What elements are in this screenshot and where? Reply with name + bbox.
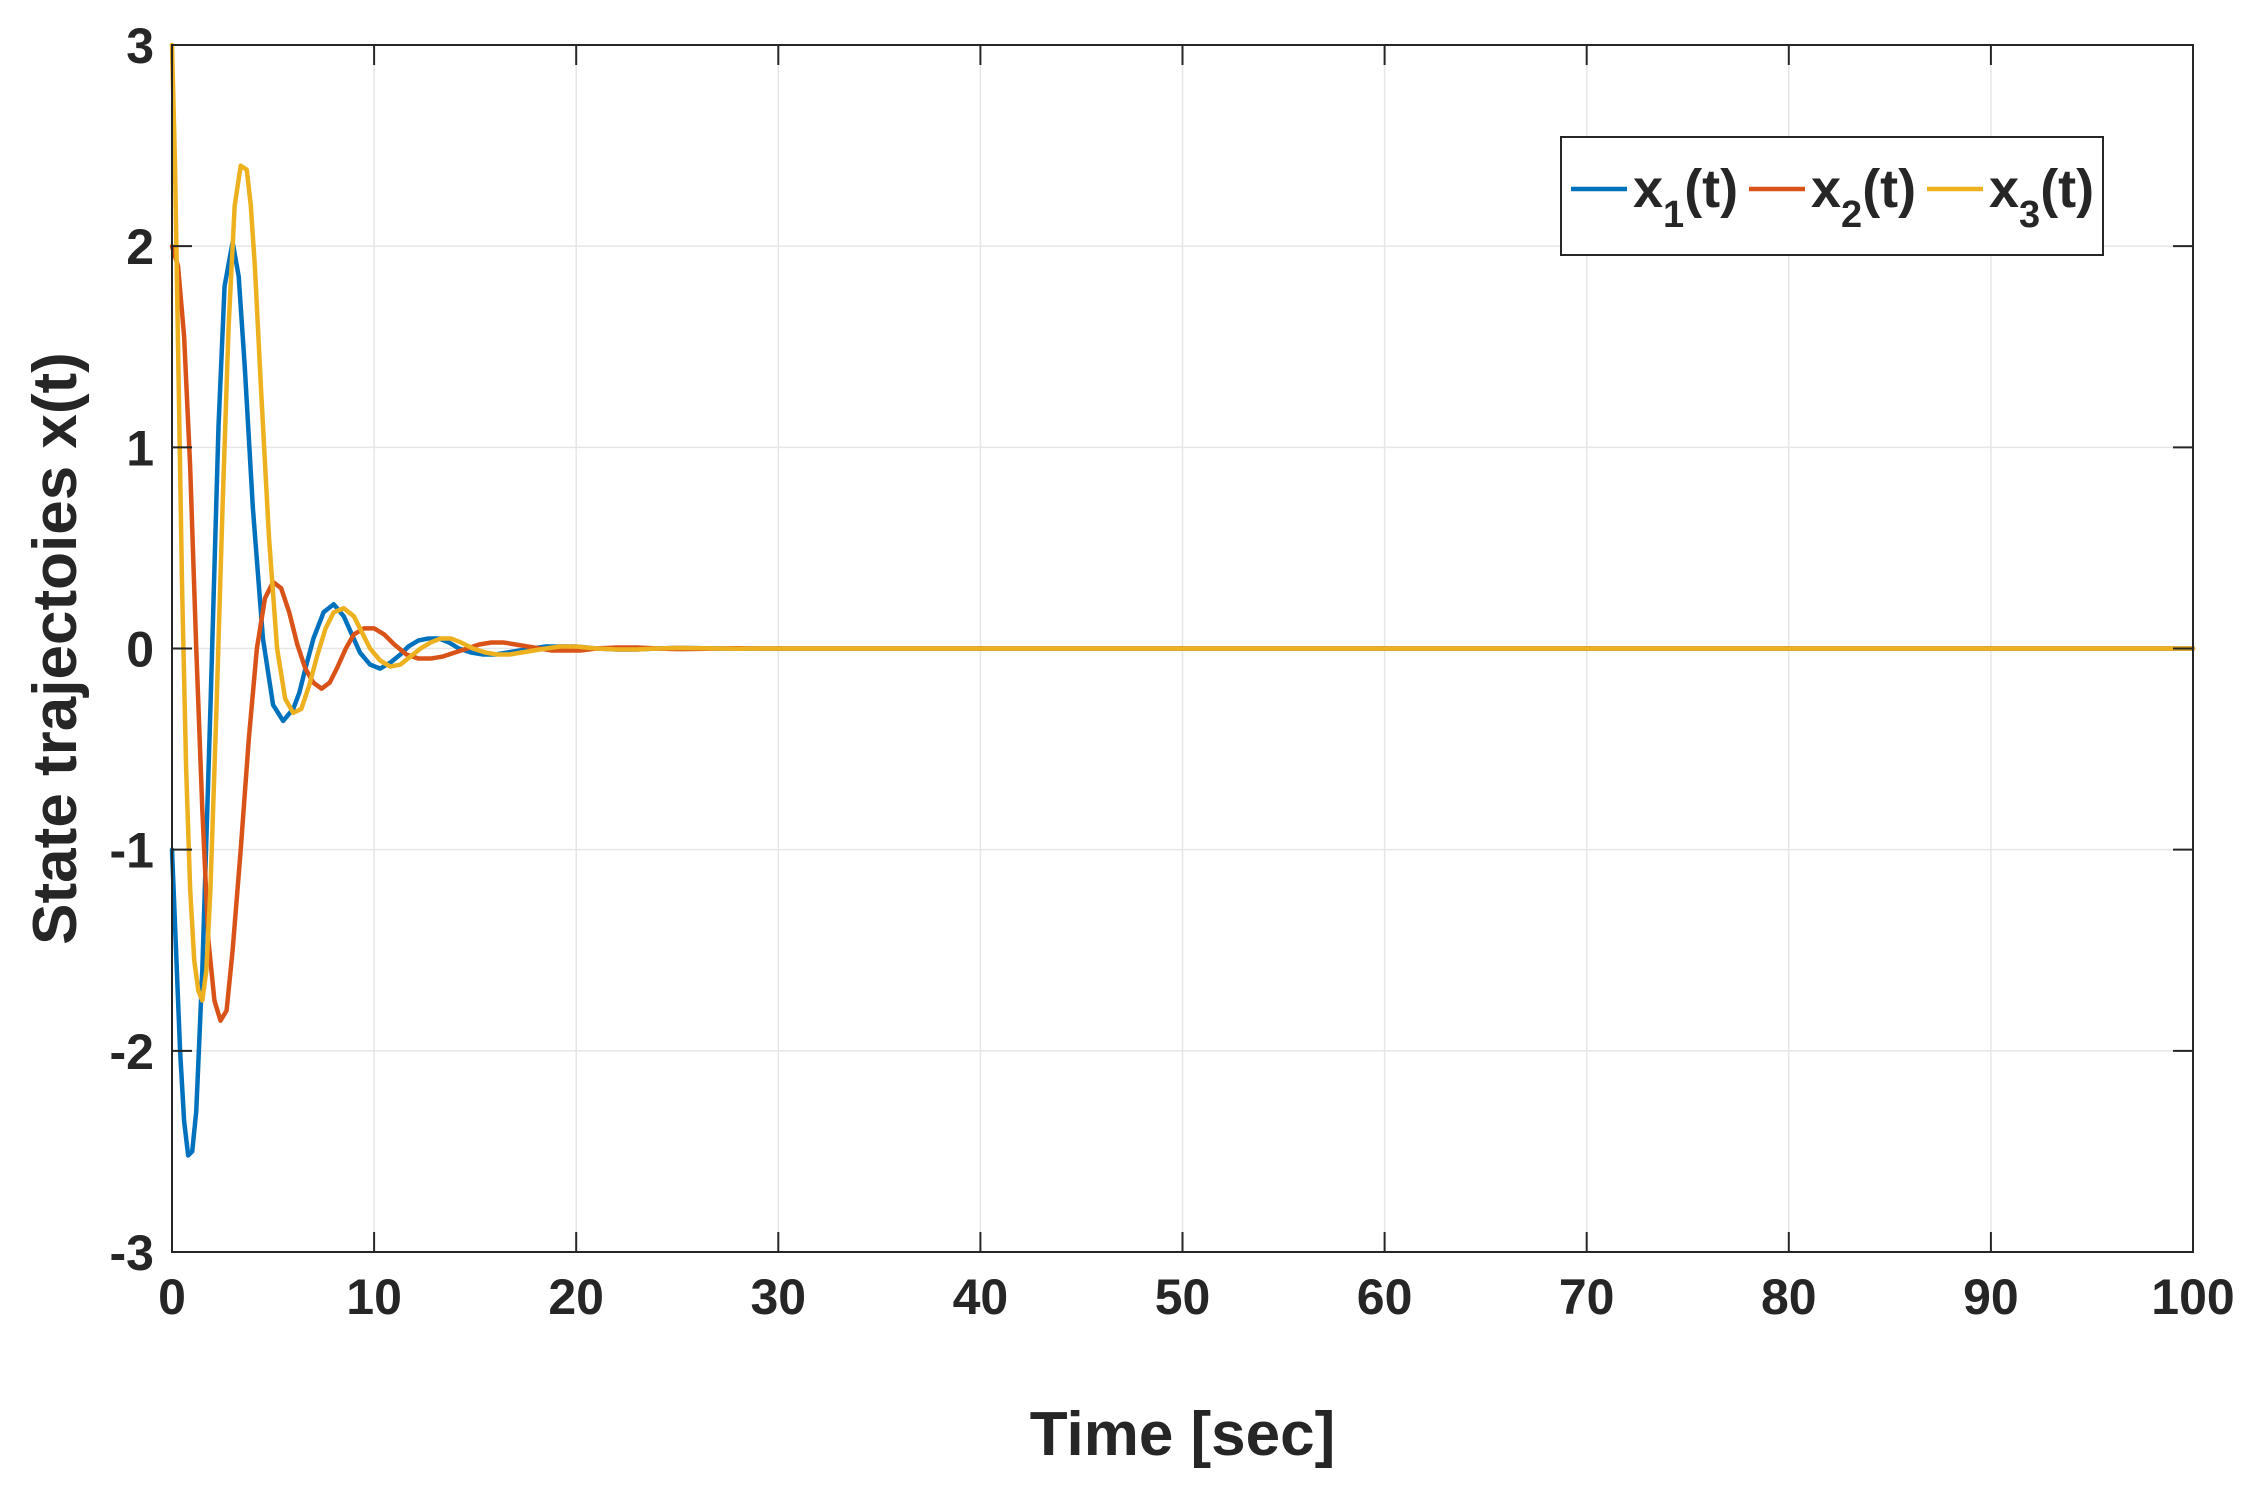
y-tick-label: 2 <box>126 219 154 275</box>
x-tick-label: 30 <box>750 1269 806 1325</box>
legend-label-main: x <box>1811 159 1841 219</box>
legend-label-tail: (t) <box>1862 159 1916 219</box>
legend-label-main: x <box>1633 159 1663 219</box>
x-tick-label: 90 <box>1963 1269 2019 1325</box>
x-tick-label: 40 <box>953 1269 1009 1325</box>
y-tick-label: -1 <box>110 823 154 879</box>
legend: x1(t) x2(t) x3(t) <box>1560 136 2104 256</box>
x-tick-label: 50 <box>1155 1269 1211 1325</box>
legend-label-sub: 1 <box>1663 194 1684 236</box>
series-line-3 <box>169 42 2196 1003</box>
y-tick-label: 1 <box>126 420 154 476</box>
y-tick-label: 3 <box>126 18 154 74</box>
legend-label-sub: 3 <box>2019 194 2040 236</box>
legend-entry-2: x2(t) <box>1811 159 1916 236</box>
legend-label-tail: (t) <box>1684 159 1738 219</box>
y-axis-label: State trajectoies x(t) <box>21 352 90 945</box>
legend-label-sub: 2 <box>1841 194 1862 236</box>
legend-label-main: x <box>1989 159 2019 219</box>
series-lines <box>169 42 2196 1158</box>
x-tick-labels: 0 10 20 30 40 50 60 70 80 90 100 <box>158 1269 2235 1325</box>
x-tick-label: 60 <box>1357 1269 1413 1325</box>
legend-label-tail: (t) <box>2040 159 2094 219</box>
x-tick-label: 80 <box>1761 1269 1817 1325</box>
x-axis-label: Time [sec] <box>1030 1400 1336 1469</box>
x-tick-label: 100 <box>2151 1269 2234 1325</box>
legend-entry-3: x3(t) <box>1989 159 2094 236</box>
legend-entry-1: x1(t) <box>1633 159 1738 236</box>
y-tick-label: -3 <box>110 1225 154 1281</box>
legend-box <box>1560 136 2104 256</box>
y-tick-labels: -3 -2 -1 0 1 2 3 <box>110 18 154 1281</box>
x-tick-label: 0 <box>158 1269 186 1325</box>
y-tick-label: 0 <box>126 622 154 678</box>
tick-marks <box>171 44 2194 1253</box>
y-tick-label: -2 <box>110 1024 154 1080</box>
x-tick-label: 70 <box>1559 1269 1615 1325</box>
x-tick-label: 20 <box>548 1269 604 1325</box>
x-tick-label: 10 <box>346 1269 402 1325</box>
